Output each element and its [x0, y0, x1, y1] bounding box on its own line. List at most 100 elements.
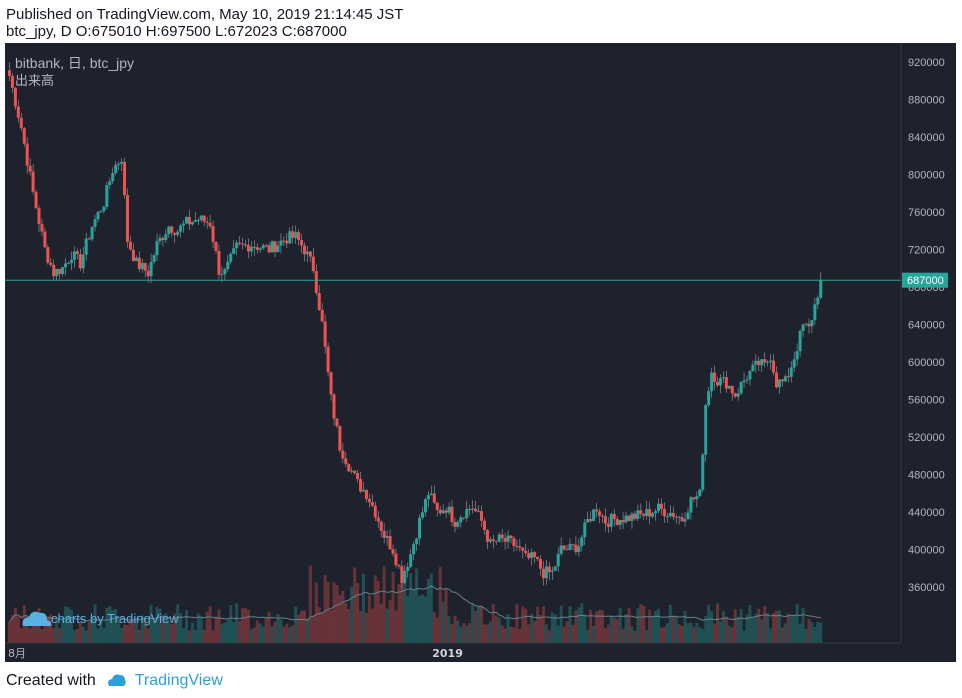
candle-body	[143, 262, 147, 271]
volume-bar	[158, 608, 162, 643]
candle-body	[488, 539, 492, 542]
candle-body	[267, 245, 271, 253]
volume-bar	[462, 623, 466, 643]
volume-bar	[494, 615, 498, 643]
volume-bar	[642, 605, 646, 643]
candle-body	[503, 538, 507, 542]
last-price-badge: 687000	[902, 272, 948, 288]
candle-body	[131, 249, 135, 262]
volume-bar	[196, 613, 200, 643]
volume-bar	[323, 575, 327, 643]
volume-bar	[595, 611, 599, 643]
candle-body	[25, 143, 29, 166]
candle-body	[421, 512, 424, 518]
volume-bar	[482, 624, 486, 643]
candle-body	[633, 513, 637, 519]
volume-bar	[261, 626, 265, 643]
candle-body	[291, 231, 295, 238]
candle-body	[432, 493, 436, 503]
candle-body	[763, 359, 767, 363]
candle-body	[624, 515, 628, 523]
candle-body	[757, 360, 761, 366]
volume-bar	[477, 606, 481, 643]
volume-bar	[255, 620, 259, 643]
candle-body	[574, 544, 578, 553]
volume-bar	[120, 627, 124, 643]
candle-body	[789, 367, 793, 377]
volume-bar	[81, 626, 85, 643]
volume-bar	[229, 605, 233, 643]
volume-bar	[533, 621, 537, 643]
candle-body	[403, 570, 407, 583]
volume-bar	[491, 603, 495, 643]
volume-bar	[710, 611, 714, 643]
candle-body	[137, 257, 141, 270]
volume-bar	[612, 617, 616, 643]
volume-bar	[403, 572, 407, 643]
volume-bar	[527, 624, 531, 643]
volume-bar	[179, 613, 183, 643]
candle-body	[187, 217, 191, 225]
volume-bar	[43, 617, 47, 643]
candle-body	[509, 535, 513, 539]
volume-bar	[807, 618, 811, 643]
volume-bar	[541, 606, 545, 643]
candle-body	[379, 521, 383, 531]
candle-body	[72, 251, 76, 260]
candle-body	[258, 248, 262, 250]
volume-bar	[126, 625, 129, 643]
candle-body	[120, 161, 124, 164]
volume-bar	[291, 625, 295, 643]
volume-bar	[751, 617, 755, 643]
candle-body	[462, 517, 466, 519]
candle-body	[81, 254, 85, 269]
candle-body	[518, 546, 522, 548]
volume-bar	[394, 610, 398, 643]
candle-body	[630, 513, 634, 521]
price-axis[interactable]: 9200008800008400008000007600007200006800…	[908, 57, 945, 594]
cloud-icon	[22, 611, 52, 626]
candle-body	[465, 508, 469, 518]
volume-bar	[170, 624, 174, 643]
candle-body	[161, 237, 165, 240]
candle-body	[270, 241, 274, 253]
volume-bar	[766, 612, 770, 643]
tradingview-watermark: charts by TradingView	[22, 611, 179, 626]
volume-bar	[61, 618, 65, 643]
candle-body	[589, 519, 593, 521]
volume-bar	[58, 627, 62, 643]
volume-bar	[52, 628, 56, 643]
volume-bar	[350, 586, 354, 643]
candle-body	[819, 280, 823, 298]
footer-brand[interactable]: TradingView	[134, 672, 223, 689]
volume-bar	[721, 611, 725, 643]
volume-bar	[137, 629, 141, 643]
time-axis[interactable]: 8月 2019	[8, 647, 463, 660]
price-chart[interactable]: 9200008800008400008000007600007200006800…	[5, 43, 956, 662]
candle-body	[804, 323, 808, 325]
candle-body	[40, 223, 44, 232]
volume-bar	[105, 608, 109, 643]
volume-bar	[565, 621, 569, 643]
volume-bar	[8, 621, 11, 643]
volume-bar	[341, 590, 345, 643]
volume-bar	[789, 614, 793, 643]
volume-bar	[356, 582, 360, 643]
candle-body	[565, 549, 569, 551]
volume-bar	[388, 600, 392, 643]
candle-body	[329, 372, 333, 395]
volume-bar	[28, 628, 32, 643]
candle-body	[311, 256, 315, 272]
candle-body	[13, 87, 17, 107]
candle-body	[609, 513, 613, 527]
volume-bar	[692, 626, 696, 643]
candle-body	[792, 359, 796, 368]
candle-body	[190, 221, 194, 225]
candle-body	[46, 247, 50, 263]
volume-bar	[733, 609, 737, 643]
volume-bar	[205, 611, 209, 643]
volume-bar	[235, 603, 239, 643]
volume-bar	[75, 628, 79, 643]
price-tick-label: 720000	[908, 244, 945, 256]
volume-bar	[792, 615, 796, 643]
